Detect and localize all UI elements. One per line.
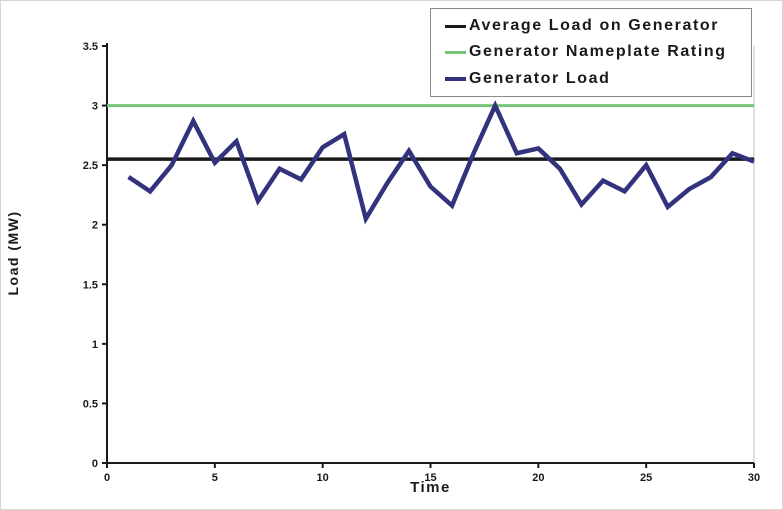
y-tick-label: 2.5	[83, 160, 98, 172]
x-tick-label: 10	[317, 472, 329, 484]
legend-item-nameplate-rating: Generator Nameplate Rating	[445, 39, 751, 65]
legend-item-average-load: Average Load on Generator	[445, 13, 751, 39]
legend-label: Generator Nameplate Rating	[469, 43, 727, 61]
y-axis-title: Load (MW)	[5, 210, 21, 296]
navy-line-swatch-icon	[445, 76, 466, 81]
y-tick-label: 1	[92, 339, 98, 351]
y-tick-label: 3	[92, 101, 98, 113]
x-tick-label: 25	[640, 472, 652, 484]
y-tick-label: 0	[92, 458, 98, 470]
y-tick-label: 2	[92, 220, 98, 232]
y-tick-label: 0.5	[83, 398, 98, 410]
legend-box: Average Load on Generator Generator Name…	[430, 8, 752, 97]
series-generator-load	[127, 100, 755, 225]
x-tick-label: 20	[532, 472, 544, 484]
x-tick-label: 30	[748, 472, 760, 484]
legend-label: Average Load on Generator	[469, 17, 720, 35]
y-tick-label: 1.5	[83, 279, 98, 291]
x-tick-label: 15	[424, 472, 436, 484]
x-tick-label: 0	[104, 472, 110, 484]
y-tick-label: 3.5	[83, 41, 98, 53]
legend-item-generator-load: Generator Load	[445, 66, 751, 92]
green-line-swatch-icon	[445, 50, 466, 54]
legend-label: Generator Load	[469, 69, 611, 87]
black-line-swatch-icon	[445, 24, 466, 28]
x-tick-label: 5	[212, 472, 218, 484]
x-axis-title: Time	[410, 479, 451, 496]
